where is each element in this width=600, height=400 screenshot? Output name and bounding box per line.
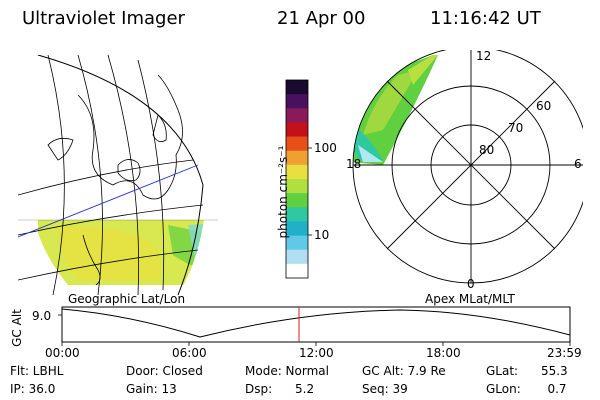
filter-value: Flt: LBHL (10, 364, 64, 378)
gain-value: Gain: 13 (126, 382, 177, 396)
timeline-xtick-0: 00:00 (45, 346, 80, 360)
door-status: Door: Closed (126, 364, 203, 378)
colorbar-tick-100: 100 (314, 141, 337, 155)
observation-date: 21 Apr 00 (277, 8, 366, 29)
colorbar-band (286, 235, 308, 251)
instrument-title: Ultraviolet Imager (22, 8, 185, 29)
lat-label-80: 80 (479, 143, 494, 157)
lat-label-70: 70 (508, 121, 523, 135)
apex-panel-label: Apex MLat/MLT (425, 292, 515, 306)
dsp-value: Dsp: 5.2 (245, 382, 315, 396)
colorbar-unit-label: photon cm⁻²s⁻¹ (276, 145, 290, 239)
colorbar-band (286, 136, 308, 152)
colorbar-band (286, 263, 308, 279)
colorbar-band (286, 249, 308, 265)
colorbar-band (286, 80, 308, 95)
lat-label-60: 60 (536, 99, 551, 113)
gc-altitude-value: GC Alt: 7.9 Re (362, 364, 446, 378)
timeline-xtick-1: 06:00 (172, 346, 207, 360)
colorbar-band (286, 193, 308, 208)
colorbar-band (286, 108, 308, 123)
timeline-xtick-3: 18:00 (426, 346, 461, 360)
timeline-ylabel: GC Alt (10, 309, 24, 347)
geo-latitude-value: GLat: 55.3 (486, 364, 568, 378)
apex-polar-plot: 12 18 6 0 60 70 80 (346, 50, 583, 290)
mlt-label-0: 0 (467, 277, 475, 290)
timeline-xtick-2: 12:00 (299, 346, 334, 360)
colorbar-band (286, 207, 308, 222)
colorbar-tick-10: 10 (314, 228, 330, 242)
sequence-value: Seq: 39 (362, 382, 408, 396)
colorbar-band (286, 221, 308, 237)
geo-longitude-value: GLon: 0.7 (486, 382, 567, 396)
timeline-ytick: 9.0 (32, 309, 52, 323)
intensity-colorbar (285, 79, 312, 279)
geographic-panel-label: Geographic Lat/Lon (68, 292, 186, 306)
colorbar-band (286, 94, 308, 109)
observation-time: 11:16:42 UT (430, 8, 541, 29)
colorbar-band (286, 122, 308, 138)
ip-value: IP: 36.0 (10, 382, 56, 396)
colorbar-band (286, 150, 308, 166)
mlt-label-12: 12 (476, 50, 491, 63)
mlt-label-18: 18 (346, 157, 361, 171)
altitude-timeline (58, 306, 571, 346)
mlt-label-6: 6 (574, 157, 582, 171)
colorbar-band (286, 164, 308, 180)
timeline-xtick-4: 23:59 (547, 346, 582, 360)
mode-value: Mode: Normal (245, 364, 329, 378)
colorbar-band (286, 179, 308, 194)
geographic-map (18, 55, 218, 295)
